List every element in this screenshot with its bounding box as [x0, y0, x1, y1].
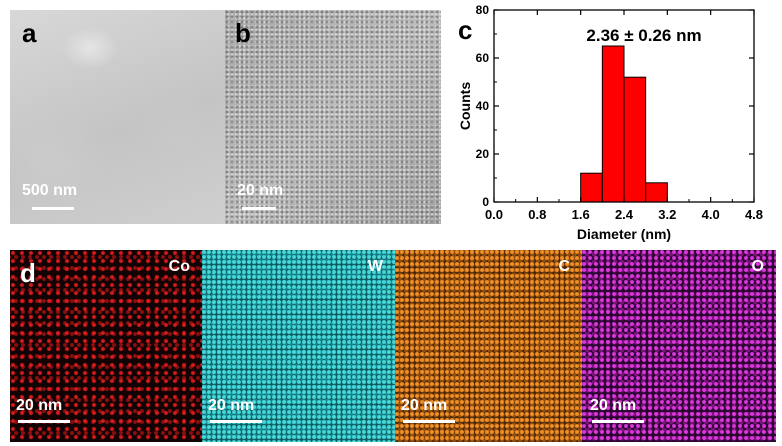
x-tick-label: 4.0	[702, 207, 720, 222]
y-tick-label: 40	[476, 99, 490, 113]
eds-map-cobalt: d Co 20 nm	[10, 250, 202, 442]
panel-label-a: a	[22, 18, 37, 48]
scale-bar-w	[210, 420, 262, 423]
tem-image-high-mag: b 20 nm	[225, 10, 441, 224]
size-distribution-histogram: c 0.0 0.8 1.6 2.4 3.2 4.0 4.8 0 20 40 60 80 2.36 ±…	[457, 3, 763, 242]
scale-bar-c	[403, 420, 455, 423]
y-tick-label: 60	[476, 51, 490, 65]
element-label-o: O	[751, 258, 764, 275]
y-tick-label: 0	[482, 195, 489, 209]
y-axis-label: Counts	[457, 82, 473, 130]
x-tick-label: 4.8	[745, 207, 763, 222]
panel-label-b: b	[235, 18, 251, 48]
mean-size-annotation: 2.36 ± 0.26 nm	[586, 26, 701, 45]
histogram-bar	[623, 76, 647, 203]
element-label-w: W	[367, 258, 383, 275]
eds-map-tungsten: W 20 nm	[202, 250, 395, 442]
histogram-bar	[601, 45, 625, 203]
histogram-bars	[580, 45, 668, 203]
x-tick-label: 1.6	[572, 207, 590, 222]
panel-label-c: c	[458, 15, 472, 45]
y-axis-ticks: 0 20 40 60 80	[476, 3, 754, 209]
x-tick-label: 0.8	[528, 207, 546, 222]
x-tick-label: 3.2	[658, 207, 676, 222]
scale-bar-label-b: 20 nm	[237, 182, 284, 199]
x-axis-label: Diameter (nm)	[577, 226, 671, 242]
scale-bar-label-w: 20 nm	[208, 397, 255, 414]
eds-map-carbon: C 20 nm	[395, 250, 582, 442]
panel-label-d: d	[20, 258, 36, 288]
scale-bar-co	[18, 420, 70, 423]
scale-bar-a	[32, 207, 74, 210]
scale-bar-label-a: 500 nm	[22, 182, 78, 199]
histogram-bar	[645, 182, 668, 203]
x-tick-label: 2.4	[615, 207, 634, 222]
y-tick-label: 20	[476, 147, 490, 161]
eds-map-oxygen: O 20 nm	[582, 250, 776, 442]
scale-bar-o	[592, 420, 644, 423]
scale-bar-b	[242, 207, 276, 210]
y-tick-label: 80	[476, 3, 490, 17]
scale-bar-label-c: 20 nm	[401, 397, 448, 414]
histogram-bar	[580, 172, 603, 203]
element-label-co: Co	[168, 258, 190, 275]
scale-bar-label-o: 20 nm	[590, 397, 637, 414]
x-axis-ticks: 0.0 0.8 1.6 2.4 3.2 4.0 4.8	[485, 10, 763, 222]
x-tick-label: 0.0	[485, 207, 503, 222]
element-label-c: C	[558, 258, 570, 275]
scale-bar-label-co: 20 nm	[16, 397, 63, 414]
tem-image-low-mag: a 500 nm	[10, 10, 225, 224]
